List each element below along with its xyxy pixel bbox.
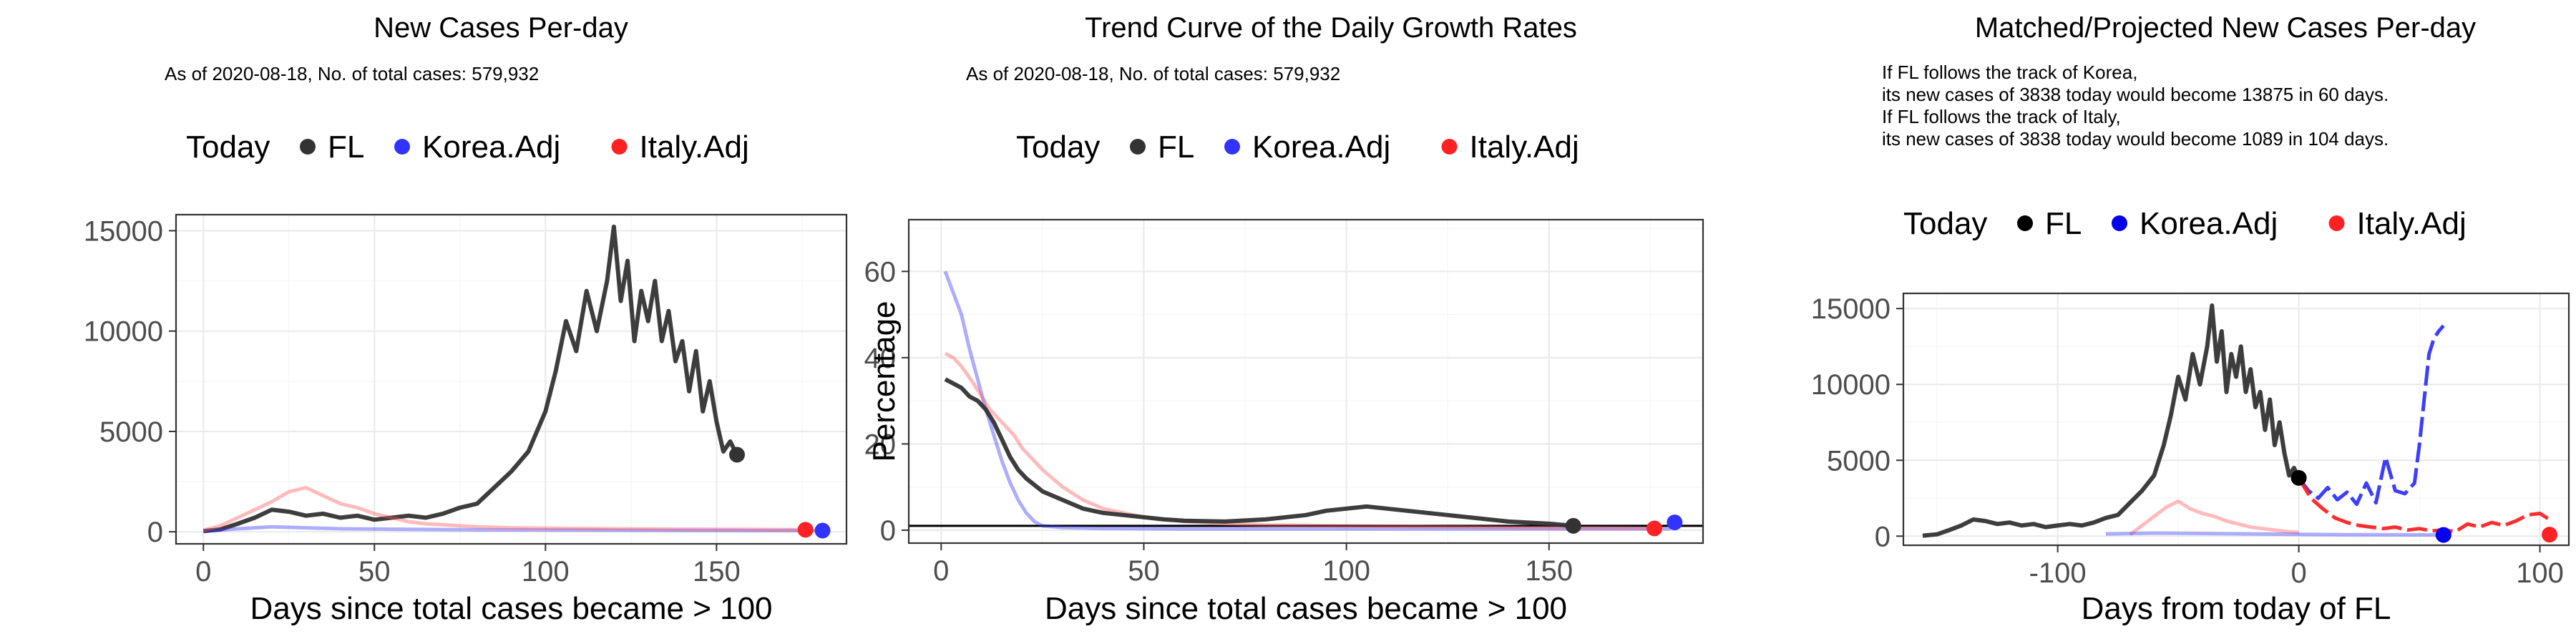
y-tick-label: 15000 — [1811, 293, 1890, 325]
annotation-line: If FL follows the track of Korea, — [1882, 62, 2137, 83]
series-line-italy-adj — [944, 351, 1655, 530]
series-line-korea-adj — [943, 270, 1671, 531]
legend-label: Italy.Adj — [640, 130, 749, 165]
chart-panel-1: New Cases Per-day As of 2020-08-18, No. o… — [84, 12, 848, 626]
legend-label: FL — [2045, 206, 2082, 241]
y-tick-label: 10000 — [1811, 369, 1890, 401]
today-point-fl — [1565, 517, 1581, 534]
annotation-line: its new cases of 3838 today would become… — [1882, 128, 2389, 150]
today-point-italy-adj — [2542, 527, 2558, 543]
today-point-fl — [729, 447, 746, 463]
y-tick-label: 0 — [880, 515, 896, 547]
series-line-fl — [944, 377, 1574, 528]
series-line-italy-adj-history- — [2129, 499, 2299, 537]
legend-key-fl — [300, 139, 316, 155]
y-tick-label: 10000 — [84, 316, 163, 348]
chart-panel-3: Matched/Projected New Cases Per-day If FL… — [1811, 12, 2570, 626]
today-point-korea-adj — [2435, 527, 2451, 543]
chart-subtitle: As of 2020-08-18, No. of total cases: 57… — [966, 63, 1340, 84]
series-line-fl — [1922, 303, 2301, 538]
y-tick-label: 5000 — [99, 416, 163, 448]
today-point-italy-adj — [1646, 520, 1663, 537]
today-point-korea-adj — [814, 522, 831, 539]
legend-label: Korea.Adj — [422, 130, 560, 165]
x-tick-label: 0 — [933, 555, 949, 587]
x-tick-label: 50 — [1128, 555, 1160, 587]
y-tick-label: 5000 — [1827, 445, 1890, 477]
panel-border — [1902, 292, 2570, 547]
series-group — [1922, 303, 2551, 538]
legend-label: FL — [1158, 130, 1194, 165]
annotation-line: If FL follows the track of Italy, — [1882, 106, 2121, 127]
legend-key-italy-adj — [2328, 215, 2345, 231]
legend-key-fl — [2017, 215, 2033, 231]
x-tick-label: 0 — [2290, 557, 2306, 589]
legend-label: Italy.Adj — [1470, 130, 1579, 165]
x-tick-label: 0 — [195, 556, 211, 587]
chart-panel-2: Trend Curve of the Daily Growth Rates As … — [864, 12, 1704, 626]
y-axis-label: Percentage — [867, 301, 902, 462]
chart-title: Trend Curve of the Daily Growth Rates — [1085, 12, 1577, 44]
series-line-fl — [203, 224, 739, 534]
series-line-korea-adj — [203, 525, 819, 534]
legend-key-korea-adj — [394, 139, 410, 155]
legend-label: Korea.Adj — [1252, 130, 1390, 165]
y-tick-label: 0 — [1875, 521, 1890, 552]
today-point-korea-adj — [1667, 514, 1683, 531]
legend-key-korea-adj — [1224, 139, 1240, 155]
x-tick-label: 150 — [693, 556, 741, 587]
panel-border — [175, 213, 848, 545]
x-tick-label: 100 — [522, 556, 570, 587]
y-tick-label: 20 — [864, 429, 897, 460]
series-line-italy-adj — [203, 486, 806, 532]
chart-title: Matched/Projected New Cases Per-day — [1975, 12, 2476, 44]
panel-border — [907, 218, 1704, 545]
legend: Today FL Korea.Adj Italy.Adj — [186, 130, 749, 165]
legend-label: Korea.Adj — [2140, 206, 2278, 241]
legend-title: Today — [186, 130, 270, 165]
legend-key-fl — [1130, 139, 1146, 155]
x-axis-label: Days since total cases became > 100 — [1045, 591, 1567, 626]
legend-label: Italy.Adj — [2357, 206, 2467, 241]
legend-label: FL — [328, 130, 364, 165]
x-tick-label: 100 — [2516, 557, 2564, 589]
series-group — [943, 270, 1671, 531]
annotation-line: its new cases of 3838 today would become… — [1882, 84, 2389, 105]
series-line-korea-adj — [2297, 324, 2445, 507]
x-tick-label: -100 — [2029, 557, 2087, 589]
series-group — [203, 224, 819, 534]
series-line-italy-adj — [2297, 477, 2551, 534]
chart-title: New Cases Per-day — [374, 12, 628, 44]
x-tick-label: 100 — [1322, 555, 1370, 587]
x-tick-label: 150 — [1525, 555, 1573, 587]
today-point-fl — [2290, 469, 2307, 486]
y-tick-label: 60 — [864, 256, 897, 288]
y-tick-label: 0 — [147, 517, 163, 548]
legend-title: Today — [1016, 130, 1100, 165]
legend: Today FL Korea.Adj Italy.Adj — [1903, 206, 2467, 241]
x-tick-label: 50 — [358, 556, 391, 587]
legend-title: Today — [1903, 206, 1987, 241]
legend-key-korea-adj — [2112, 215, 2127, 231]
y-tick-label: 40 — [864, 343, 897, 374]
today-point-italy-adj — [797, 522, 814, 538]
x-axis-label: Days from today of FL — [2082, 591, 2391, 626]
legend-key-italy-adj — [1441, 139, 1458, 155]
chart-subtitle: As of 2020-08-18, No. of total cases: 57… — [165, 63, 539, 84]
x-axis-label: Days since total cases became > 100 — [250, 591, 772, 626]
legend: Today FL Korea.Adj Italy.Adj — [1016, 130, 1579, 165]
series-line-korea-adj-history- — [2105, 531, 2444, 537]
y-tick-label: 15000 — [84, 215, 163, 247]
legend-key-italy-adj — [611, 139, 628, 155]
